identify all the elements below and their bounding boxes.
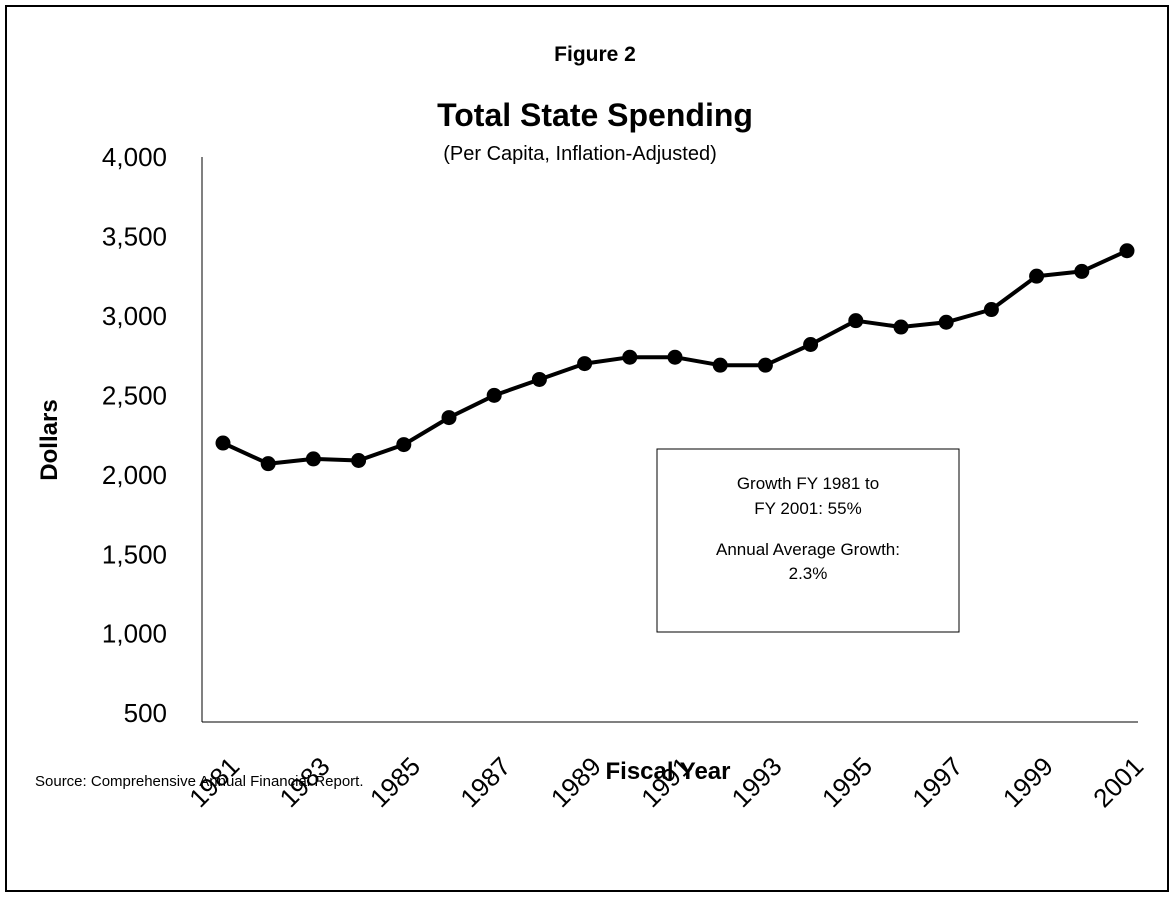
data-point <box>577 356 593 372</box>
series-layer <box>215 243 1135 472</box>
data-point <box>441 410 457 426</box>
chart-subtitle: (Per Capita, Inflation-Adjusted) <box>443 143 716 165</box>
source-note: Source: Comprehensive Annual Financial R… <box>35 773 364 790</box>
y-axis-label: Dollars <box>36 399 63 480</box>
data-point <box>1029 268 1045 284</box>
x-tick-label: 1999 <box>997 751 1059 813</box>
data-point <box>757 357 773 373</box>
x-tick-label: 1995 <box>816 751 878 813</box>
data-point <box>667 349 683 365</box>
y-tick-label: 1,500 <box>102 539 167 569</box>
data-point <box>1119 243 1135 259</box>
y-tick-label: 500 <box>124 698 167 728</box>
y-tick-label: 3,000 <box>102 301 167 331</box>
data-point <box>351 452 367 468</box>
chart-frame <box>5 5 1169 892</box>
annotation-box: Growth FY 1981 to FY 2001: 55% Annual Av… <box>656 448 960 633</box>
data-point <box>983 302 999 318</box>
data-point <box>622 349 638 365</box>
x-tick-label: 1987 <box>454 751 516 813</box>
data-point <box>848 313 864 329</box>
annotation-line: 2.3% <box>789 564 828 583</box>
annotation-line: FY 2001: 55% <box>754 499 861 518</box>
x-tick-label: 1997 <box>906 751 968 813</box>
data-point <box>531 371 547 387</box>
x-tick-label: 1993 <box>726 751 788 813</box>
chart-title: Total State Spending <box>437 97 753 133</box>
figure-label: Figure 2 <box>554 43 636 66</box>
data-point <box>803 337 819 353</box>
y-tick-label: 2,000 <box>102 460 167 490</box>
data-point <box>1074 263 1090 279</box>
data-point <box>396 437 412 453</box>
annotation-line: Annual Average Growth: <box>716 540 900 559</box>
y-tick-label: 1,000 <box>102 619 167 649</box>
x-tick-label: 1985 <box>364 751 426 813</box>
y-tick-label: 3,500 <box>102 221 167 251</box>
y-tick-labels: 500 1,000 1,500 2,000 2,500 3,000 3,500 4,000 <box>102 142 167 728</box>
data-point <box>305 451 321 467</box>
x-tick-label: 2001 <box>1087 751 1149 813</box>
y-tick-label: 4,000 <box>102 142 167 172</box>
y-tick-label: 2,500 <box>102 380 167 410</box>
data-point <box>260 456 276 472</box>
x-tick-label: 1989 <box>545 751 607 813</box>
x-axis-label: Fiscal Year <box>606 758 731 785</box>
data-point <box>215 435 231 451</box>
annotation-line: Growth FY 1981 to <box>737 474 879 493</box>
data-point <box>938 314 954 330</box>
data-point <box>486 387 502 403</box>
annotation-border <box>656 448 960 633</box>
data-point <box>893 319 909 335</box>
data-point <box>712 357 728 373</box>
